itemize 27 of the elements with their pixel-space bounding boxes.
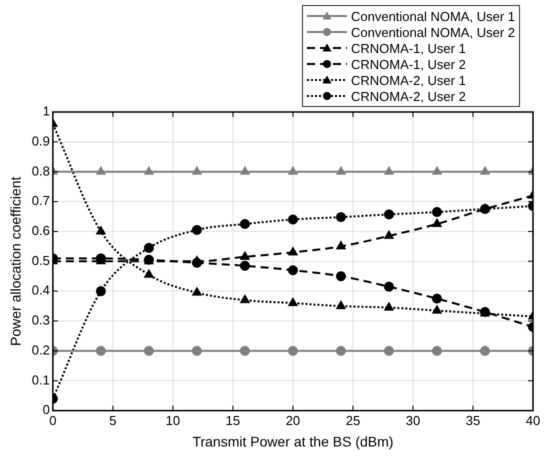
legend-label: CRNOMA-1, User 2 — [350, 56, 466, 72]
y-tick-label: 0.7 — [32, 193, 50, 208]
x-axis-title: Transmit Power at the BS (dBm) — [192, 433, 394, 450]
y-tick-label: 1 — [42, 104, 50, 119]
x-tick-label: 15 — [226, 412, 240, 428]
x-tick-label: 10 — [166, 412, 180, 428]
y-tick-label: 0.8 — [32, 163, 50, 178]
x-tick-label: 5 — [109, 412, 117, 428]
y-tick-label: 0.1 — [32, 372, 50, 388]
y-axis-title: Power allocation coefficient — [7, 176, 24, 346]
legend-label: CRNOMA-2, User 1 — [350, 72, 466, 88]
x-tick-label: 30 — [406, 412, 420, 428]
x-tick-label: 25 — [346, 412, 360, 428]
y-tick-label: 0.5 — [32, 252, 50, 268]
legend-label: Conventional NOMA, User 2 — [350, 24, 515, 40]
y-tick-label: 0.6 — [32, 223, 50, 238]
y-tick-label: 0 — [42, 402, 50, 418]
legend-label: Conventional NOMA, User 1 — [350, 8, 515, 24]
y-tick-label: 0.4 — [32, 282, 50, 298]
x-tick-label: 20 — [286, 412, 300, 428]
y-tick-label: 0.2 — [32, 342, 50, 358]
legend-label: CRNOMA-1, User 1 — [350, 40, 466, 56]
y-tick-label: 0.9 — [32, 133, 50, 148]
legend-label: CRNOMA-2, User 2 — [350, 88, 466, 104]
x-tick-label: 40 — [526, 412, 540, 428]
x-tick-label: 35 — [466, 412, 480, 428]
y-tick-label: 0.3 — [32, 312, 50, 328]
